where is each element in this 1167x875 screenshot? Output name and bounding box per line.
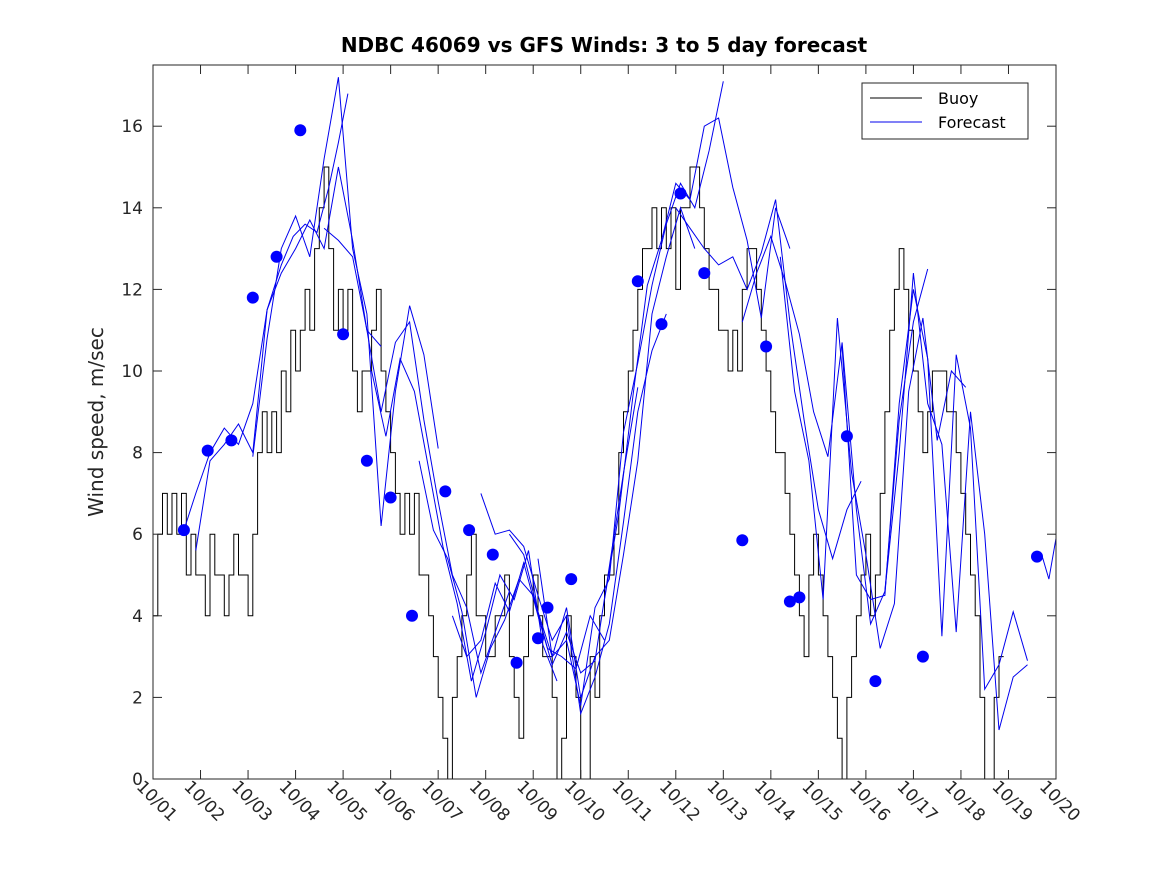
x-tick-label: 10/14 [750,777,799,826]
x-tick-label: 10/09 [512,777,561,826]
x-tick-label: 10/19 [988,777,1037,826]
forecast-marker [541,601,554,614]
x-tick-label: 10/07 [417,777,466,826]
forecast-line-14 [779,256,967,649]
x-tick-label: 10/05 [322,777,371,826]
forecast-marker [246,291,259,304]
x-tick-label: 10/18 [940,777,989,826]
buoy-line [153,166,1004,780]
forecast-marker [439,485,452,498]
x-tick-label: 10/16 [845,777,894,826]
forecast-line-15 [841,289,1028,691]
y-tick-label: 4 [132,607,143,627]
forecast-marker [510,656,523,669]
forecast-marker [177,524,190,537]
forecast-marker [869,675,882,688]
y-tick-label: 2 [132,688,143,708]
forecast-marker [532,632,544,645]
x-tick-label: 10/15 [798,777,847,826]
forecast-line-17 [1041,538,1057,580]
plot-background [153,65,1056,779]
y-tick-label: 0 [132,770,143,790]
forecast-marker [916,650,929,663]
forecast-marker [840,430,853,443]
forecast-marker [655,318,668,331]
y-tick-label: 14 [121,199,143,219]
x-tick-label: 10/04 [275,777,324,826]
forecast-line-3 [252,77,439,527]
x-tick-label: 10/08 [465,777,514,826]
x-tick-label: 10/03 [227,777,276,826]
y-tick-label: 6 [132,525,143,545]
x-tick-label: 10/12 [655,777,704,826]
x-tick-label: 10/01 [132,777,181,826]
y-tick-label: 8 [132,444,143,464]
forecast-line-16 [884,273,1028,731]
forecast-marker [384,491,397,504]
forecast-marker [631,275,644,288]
forecast-marker [225,434,238,447]
forecast-marker [736,534,749,547]
forecast-line-13 [741,234,929,626]
legend-buoy-label: Buoy [938,89,978,108]
plot-frame [152,64,1057,780]
y-axis-label: Wind speed, m/sec [84,327,108,517]
x-tick-label: 10/13 [702,777,751,826]
legend: Buoy Forecast [861,82,1029,140]
forecast-marker [674,187,687,200]
y-tick-label: 10 [121,362,143,382]
forecast-line-12 [675,199,862,561]
forecast-marker [1031,550,1043,563]
forecast-line-9 [508,206,696,698]
legend-box [861,82,1029,140]
x-tick-label: 10/17 [893,777,942,826]
series-layer [153,77,1057,780]
forecast-line-4 [323,227,510,675]
forecast-line-8 [480,313,667,716]
forecast-marker [360,454,373,467]
forecast-marker [201,444,214,457]
chart-title: NDBC 46069 vs GFS Winds: 3 to 5 day fore… [341,33,868,57]
forecast-marker [793,591,806,604]
forecast-marker [565,573,578,586]
forecast-marker [337,328,350,341]
x-tick-label: 10/06 [370,777,419,826]
forecast-line-10 [537,81,724,706]
x-tick-label: 10/02 [180,777,229,826]
forecast-marker [760,340,773,353]
x-tick-label: 10/11 [607,777,656,826]
x-tick-label: 10/10 [560,777,609,826]
forecast-marker [270,250,283,263]
forecast-marker [783,595,796,608]
forecast-marker [463,524,476,537]
forecast-line-11 [604,117,791,600]
forecast-marker [486,548,499,561]
y-tick-label: 16 [121,117,143,137]
x-tick-label: 10/20 [1035,777,1084,826]
y-tick-label: 12 [121,280,143,300]
forecast-marker [698,267,711,280]
forecast-line-5 [371,357,558,682]
legend-forecast-label: Forecast [938,113,1006,132]
forecast-marker [294,124,307,137]
forecast-marker [406,609,418,622]
